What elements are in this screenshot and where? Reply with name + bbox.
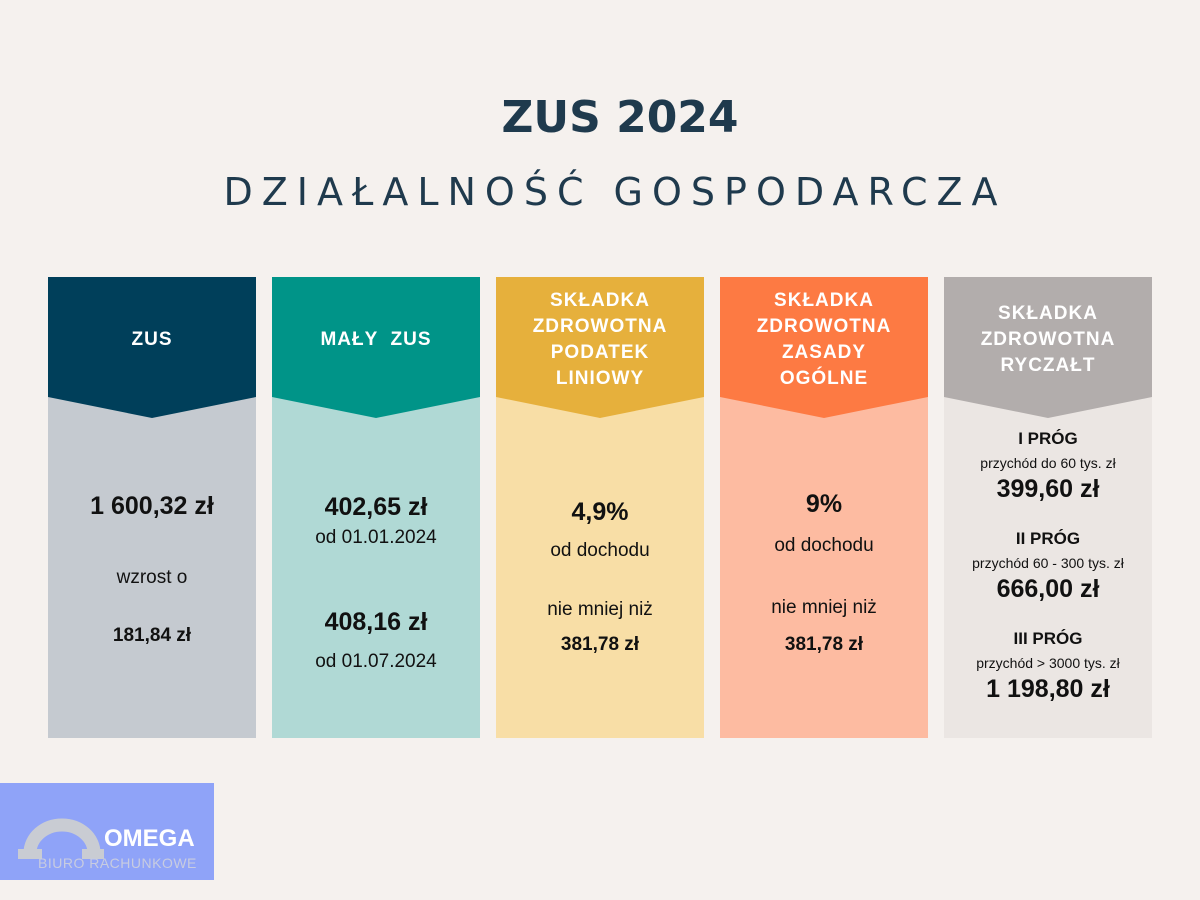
zus-increase-label: wzrost o — [116, 567, 188, 588]
omega-logo-icon — [18, 818, 104, 859]
liniowy-basis: od dochodu — [550, 540, 650, 561]
column-title-line: ZDROWOTNA — [532, 315, 668, 337]
logo-name: OMEGA — [104, 825, 195, 852]
column-title-line: ZASADY — [781, 341, 867, 363]
threshold-name: III PRÓG — [1013, 629, 1083, 648]
ogolne-rate: 9% — [805, 490, 843, 518]
liniowy-min-label: nie mniej niż — [547, 599, 653, 620]
threshold-value: 399,60 zł — [996, 475, 1100, 503]
column-skladka-ogolne: SKŁADKA ZDROWOTNA ZASADY OGÓLNE 9% od do… — [720, 277, 928, 738]
page-subtitle: DZIAŁALNOŚĆ GOSPODARCZA — [223, 170, 1007, 214]
column-title-line: ZDROWOTNA — [756, 315, 892, 337]
threshold-range: przychód 60 - 300 tys. zł — [972, 555, 1124, 571]
threshold-name: I PRÓG — [1018, 429, 1078, 448]
column-header — [496, 277, 704, 418]
liniowy-rate: 4,9% — [571, 498, 629, 526]
column-title-line: ZDROWOTNA — [980, 328, 1116, 350]
column-zus: ZUS 1 600,32 zł wzrost o 181,84 zł — [48, 277, 256, 738]
maly-zus-date-1: od 01.01.2024 — [315, 527, 437, 548]
ogolne-basis: od dochodu — [774, 535, 874, 556]
ogolne-min-value: 381,78 zł — [784, 634, 864, 655]
maly-zus-amount-2: 408,16 zł — [324, 608, 428, 636]
logo-tagline: BIURO RACHUNKOWE — [38, 855, 197, 871]
column-title-line: SKŁADKA — [550, 289, 650, 311]
page-title: ZUS 2024 — [501, 92, 739, 143]
threshold-range: przychód do 60 tys. zł — [980, 455, 1116, 471]
column-header — [944, 277, 1152, 418]
liniowy-min-value: 381,78 zł — [560, 634, 640, 655]
maly-zus-amount-1: 402,65 zł — [324, 493, 428, 521]
threshold-value: 666,00 zł — [996, 575, 1100, 603]
column-header — [48, 277, 256, 418]
threshold-range: przychód > 3000 tys. zł — [976, 655, 1120, 671]
column-title-line: SKŁADKA — [774, 289, 874, 311]
column-header — [720, 277, 928, 418]
column-maly-zus: MAŁY ZUS 402,65 zł od 01.01.2024 408,16 … — [272, 277, 480, 738]
column-title-line: PODATEK — [550, 341, 650, 363]
zus-increase-value: 181,84 zł — [112, 625, 192, 646]
column-title-line: RYCZAŁT — [1000, 354, 1096, 376]
threshold-name: II PRÓG — [1015, 529, 1081, 548]
threshold-value: 1 198,80 zł — [986, 675, 1110, 703]
column-title-line: OGÓLNE — [779, 367, 869, 389]
company-logo: OMEGA BIURO RACHUNKOWE — [0, 783, 214, 880]
column-title: ZUS — [131, 328, 173, 350]
column-title-line: LINIOWY — [555, 367, 645, 389]
maly-zus-date-2: od 01.07.2024 — [315, 651, 437, 672]
zus-amount: 1 600,32 zł — [90, 492, 214, 520]
ogolne-min-label: nie mniej niż — [771, 597, 877, 618]
column-title: MAŁY ZUS — [320, 328, 432, 350]
column-header — [272, 277, 480, 418]
column-title-line: SKŁADKA — [998, 302, 1098, 324]
column-skladka-ryczalt: SKŁADKA ZDROWOTNA RYCZAŁT I PRÓG przychó… — [944, 277, 1152, 738]
column-skladka-liniowy: SKŁADKA ZDROWOTNA PODATEK LINIOWY 4,9% o… — [496, 277, 704, 738]
